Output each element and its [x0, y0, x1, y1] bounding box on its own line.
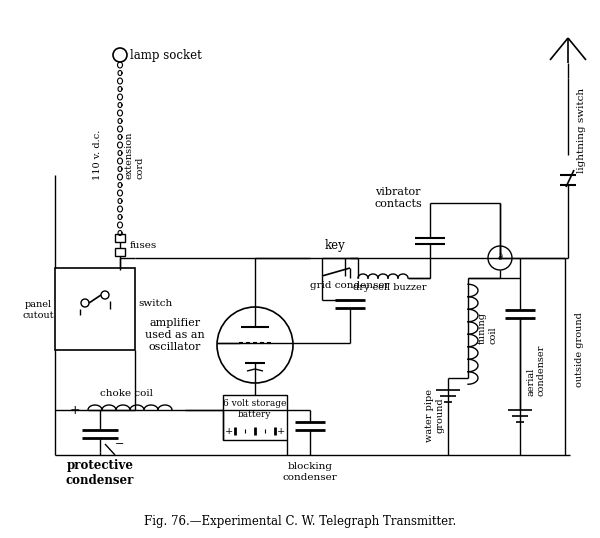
Text: panel
cutout: panel cutout [22, 300, 54, 320]
Text: fuses: fuses [130, 240, 157, 250]
Text: Fig. 76.—Experimental C. W. Telegraph Transmitter.: Fig. 76.—Experimental C. W. Telegraph Tr… [144, 515, 456, 528]
Text: switch: switch [138, 299, 172, 308]
Bar [115, 248, 125, 256]
Text: tuning
coil: tuning coil [478, 312, 497, 344]
Text: lightning switch: lightning switch [577, 88, 586, 173]
Bar [223, 395, 287, 440]
Text: +: + [225, 427, 233, 435]
Text: water pipe
ground: water pipe ground [425, 388, 445, 442]
Circle shape [113, 48, 127, 62]
Text: key: key [325, 239, 346, 252]
Text: 110 v. d.c.: 110 v. d.c. [94, 130, 103, 180]
Text: +: + [70, 404, 80, 416]
Text: ∂: ∂ [497, 253, 503, 263]
Text: −: − [115, 439, 124, 449]
Circle shape [81, 299, 89, 307]
Text: +: + [277, 427, 285, 435]
Text: dry cell buzzer: dry cell buzzer [353, 284, 427, 293]
Text: lamp socket: lamp socket [130, 48, 202, 61]
Bar [115, 234, 125, 242]
Text: amplifier
used as an
oscillator: amplifier used as an oscillator [145, 318, 205, 352]
Text: grid condenser: grid condenser [310, 280, 389, 289]
Text: 6 volt storage
battery: 6 volt storage battery [223, 399, 287, 419]
Bar [55, 268, 135, 350]
Circle shape [101, 291, 109, 299]
Text: protective
condenser: protective condenser [66, 459, 134, 487]
Text: choke coil: choke coil [100, 388, 153, 398]
Circle shape [488, 246, 512, 270]
Text: outside ground: outside ground [575, 313, 584, 387]
Text: aerial
condenser: aerial condenser [526, 344, 545, 395]
Text: vibrator
contacts: vibrator contacts [374, 187, 422, 209]
Text: blocking
condenser: blocking condenser [283, 462, 337, 482]
Text: extension
cord: extension cord [125, 131, 145, 179]
Circle shape [217, 307, 293, 383]
